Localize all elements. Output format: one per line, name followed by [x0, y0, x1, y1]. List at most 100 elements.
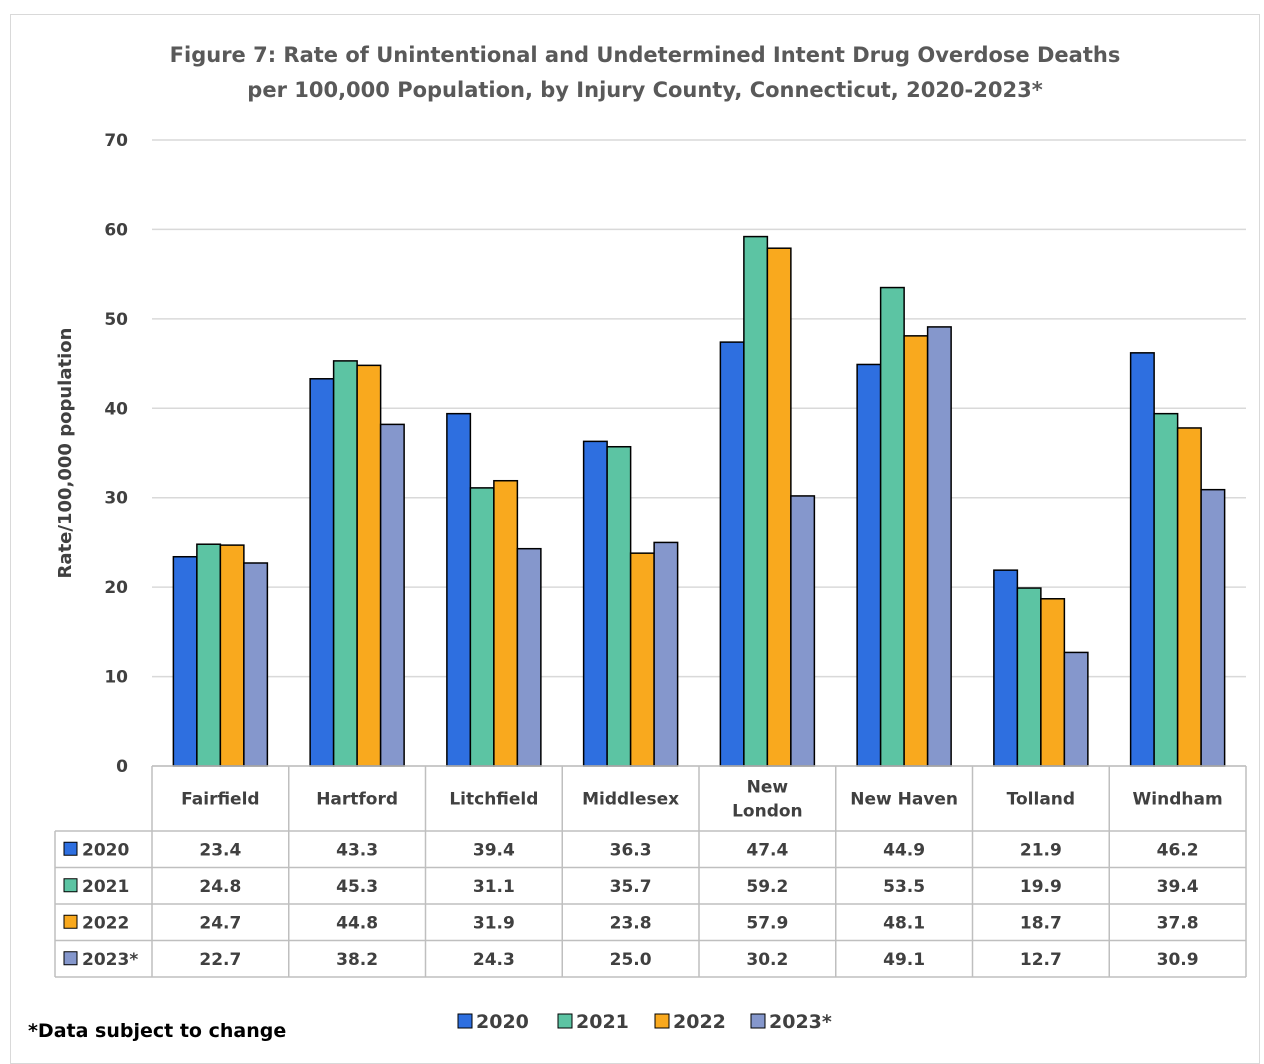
data-label: 19.9 — [1020, 877, 1062, 897]
bar-2023-4 — [790, 495, 816, 767]
bar-2021-5 — [879, 286, 905, 767]
y-tick-label: 50 — [104, 310, 128, 330]
bar-2022-0 — [219, 544, 245, 767]
y-tick-label: 20 — [104, 578, 128, 598]
y-tick-label: 40 — [104, 399, 128, 419]
bar-2021-2 — [469, 487, 495, 767]
category-label: Tolland — [1007, 790, 1075, 810]
data-label: 35.7 — [610, 877, 652, 897]
legend-label: 2020 — [476, 1011, 529, 1033]
y-axis-ticks: 0 10 20 30 40 50 60 70 — [104, 131, 128, 777]
data-label: 44.8 — [336, 913, 378, 933]
bar-2022-1 — [356, 364, 382, 767]
bar-2020-1 — [309, 378, 335, 767]
bar-2020-2 — [446, 412, 472, 767]
category-label: Hartford — [316, 790, 398, 810]
data-label: 36.3 — [610, 840, 652, 860]
category-label: Windham — [1133, 790, 1223, 810]
data-label: 31.1 — [473, 877, 515, 897]
legend-key-2021 — [557, 1013, 573, 1029]
data-table: Fairfield Hartford Litchfield Middlesex New L… — [54, 765, 1247, 978]
data-label: 30.2 — [746, 950, 788, 970]
y-tick-label: 30 — [104, 489, 128, 509]
footnote: *Data subject to change — [28, 1020, 286, 1042]
category-label: Middlesex — [582, 790, 679, 810]
bar-2020-3 — [582, 440, 608, 767]
data-label: 46.2 — [1157, 840, 1199, 860]
data-label: 44.9 — [883, 840, 925, 860]
chart-title-line-1: Figure 7: Rate of Unintentional and Unde… — [170, 43, 1121, 67]
category-label: London — [732, 802, 803, 822]
bar-2023-2 — [516, 547, 542, 767]
data-label: 43.3 — [336, 840, 378, 860]
bar-2022-5 — [903, 335, 929, 767]
data-label: 30.9 — [1157, 950, 1199, 970]
data-label: 37.8 — [1157, 913, 1199, 933]
data-label: 38.2 — [336, 950, 378, 970]
bar-2023-5 — [926, 326, 952, 767]
legend-key-2023 — [750, 1013, 766, 1029]
row-legend-key — [63, 878, 78, 893]
data-label: 24.8 — [199, 877, 241, 897]
row-legend-key — [63, 951, 78, 966]
bar-2021-3 — [606, 445, 632, 767]
row-label: 2021 — [82, 877, 129, 897]
data-label: 47.4 — [746, 840, 788, 860]
y-axis-label: Rate/100,000 population — [55, 328, 76, 579]
bar-2021-7 — [1153, 412, 1179, 767]
bar-2020-0 — [172, 555, 198, 767]
bar-2021-6 — [1016, 587, 1042, 767]
data-label: 23.4 — [199, 840, 241, 860]
row-label: 2020 — [82, 840, 129, 860]
data-label: 57.9 — [746, 913, 788, 933]
bar-2022-6 — [1040, 598, 1066, 767]
bar-2020-4 — [719, 341, 745, 767]
bar-2022-4 — [766, 247, 792, 767]
legend: 2020 2021 2022 2023* — [457, 1011, 832, 1033]
data-label: 22.7 — [199, 950, 241, 970]
bar-2020-6 — [993, 569, 1019, 767]
category-label: Fairfield — [181, 790, 259, 810]
y-tick-label: 60 — [104, 220, 128, 240]
y-tick-label: 10 — [104, 668, 128, 688]
bar-2021-1 — [332, 360, 358, 767]
legend-key-2020 — [457, 1013, 473, 1029]
category-label: New — [747, 778, 789, 798]
data-label: 24.3 — [473, 950, 515, 970]
bar-2023-0 — [243, 562, 269, 767]
legend-label: 2023* — [769, 1011, 832, 1033]
legend-key-2022 — [654, 1013, 670, 1029]
data-label: 12.7 — [1020, 950, 1062, 970]
bar-2021-0 — [196, 543, 222, 767]
data-label: 39.4 — [1157, 877, 1199, 897]
bar-2022-2 — [493, 479, 519, 767]
data-label: 59.2 — [746, 877, 788, 897]
chart-title: Figure 7: Rate of Unintentional and Unde… — [170, 43, 1121, 102]
bar-2023-1 — [379, 423, 405, 767]
row-legend-key — [63, 841, 78, 856]
bar-2022-7 — [1176, 427, 1202, 767]
data-label: 31.9 — [473, 913, 515, 933]
y-tick-label: 0 — [116, 757, 128, 777]
legend-label: 2022 — [673, 1011, 726, 1033]
category-label: Litchfield — [449, 790, 538, 810]
data-label: 23.8 — [610, 913, 652, 933]
data-label: 25.0 — [610, 950, 652, 970]
chart-title-line-2: per 100,000 Population, by Injury County… — [247, 78, 1042, 102]
data-label: 45.3 — [336, 877, 378, 897]
legend-label: 2021 — [576, 1011, 629, 1033]
data-label: 53.5 — [883, 877, 925, 897]
data-label: 24.7 — [199, 913, 241, 933]
row-legend-key — [63, 914, 78, 929]
row-label: 2022 — [82, 913, 129, 933]
bar-2023-7 — [1200, 488, 1226, 767]
bar-2021-4 — [743, 235, 769, 767]
data-label: 39.4 — [473, 840, 515, 860]
bar-2020-5 — [856, 363, 882, 767]
y-tick-label: 70 — [104, 131, 128, 151]
data-label: 18.7 — [1020, 913, 1062, 933]
data-label: 21.9 — [1020, 840, 1062, 860]
bar-2020-7 — [1129, 352, 1155, 767]
row-label: 2023* — [82, 950, 138, 970]
